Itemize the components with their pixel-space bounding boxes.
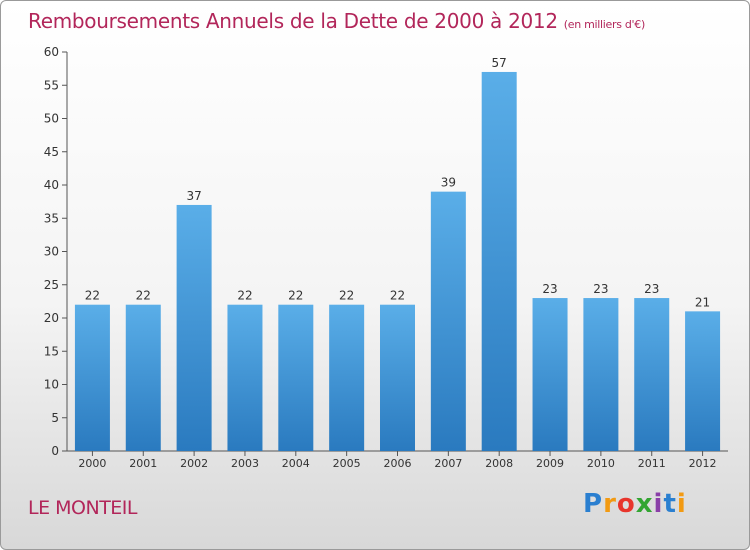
bar — [380, 304, 415, 451]
logo-letter: i — [653, 489, 664, 519]
y-tick-label: 45 — [44, 145, 59, 159]
bar — [634, 298, 670, 451]
y-tick-label: 55 — [44, 78, 59, 92]
bar — [176, 204, 212, 451]
unit-label: (en milliers d'€) — [563, 18, 645, 31]
logo-letter: t — [663, 489, 677, 519]
x-tick-label: 2008 — [485, 457, 513, 470]
proxiti-logo: Proxiti — [583, 489, 687, 519]
x-tick-label: 2007 — [434, 457, 462, 470]
y-tick-label: 30 — [44, 245, 59, 259]
y-tick-label: 50 — [44, 112, 59, 126]
bar-value-label: 37 — [186, 189, 201, 203]
bar-value-label: 39 — [441, 176, 456, 190]
x-tick-label: 2012 — [689, 457, 717, 470]
logo-letter: r — [603, 489, 617, 519]
bar — [125, 304, 161, 451]
logo-letter: P — [583, 489, 604, 519]
x-tick-label: 2006 — [384, 457, 412, 470]
x-tick-label: 2001 — [129, 457, 157, 470]
bar — [481, 71, 517, 451]
bar — [430, 191, 466, 451]
x-tick-label: 2009 — [536, 457, 564, 470]
bar — [685, 311, 721, 451]
y-tick-label: 15 — [44, 344, 59, 358]
y-tick-label: 5 — [51, 411, 59, 425]
chart-title: Remboursements Annuels de la Dette de 20… — [28, 9, 645, 33]
bar-value-label: 57 — [492, 56, 507, 70]
bar-value-label: 22 — [390, 289, 405, 303]
bar-value-label: 22 — [339, 289, 354, 303]
y-tick-label: 25 — [44, 278, 59, 292]
bar — [583, 298, 619, 451]
x-tick-label: 2011 — [638, 457, 666, 470]
bar-value-label: 22 — [288, 289, 303, 303]
bar — [329, 304, 365, 451]
bar-value-label: 23 — [644, 282, 659, 296]
x-tick-label: 2000 — [78, 457, 106, 470]
logo-letter: x — [635, 489, 654, 519]
logo-letter: i — [676, 489, 687, 519]
y-tick-label: 10 — [44, 378, 59, 392]
x-tick-label: 2002 — [180, 457, 208, 470]
bar — [532, 298, 568, 451]
bar-value-label: 22 — [237, 289, 252, 303]
commune-name: LE MONTEIL — [28, 497, 138, 519]
x-tick-label: 2005 — [333, 457, 361, 470]
x-tick-label: 2004 — [282, 457, 310, 470]
y-tick-label: 35 — [44, 211, 59, 225]
bar-value-label: 22 — [85, 289, 100, 303]
logo-letter: o — [616, 489, 636, 519]
y-tick-label: 60 — [44, 45, 59, 59]
y-tick-label: 40 — [44, 178, 59, 192]
bar-value-label: 23 — [542, 282, 557, 296]
y-tick-label: 20 — [44, 311, 59, 325]
bar — [278, 304, 314, 451]
x-tick-label: 2010 — [587, 457, 615, 470]
bar-value-label: 22 — [136, 289, 151, 303]
bar — [227, 304, 263, 451]
bar — [74, 304, 110, 451]
bar-value-label: 21 — [695, 295, 710, 309]
x-tick-label: 2003 — [231, 457, 259, 470]
y-tick-label: 0 — [51, 444, 59, 458]
bar-value-label: 23 — [593, 282, 608, 296]
title-text: Remboursements Annuels de la Dette de 20… — [28, 9, 558, 33]
